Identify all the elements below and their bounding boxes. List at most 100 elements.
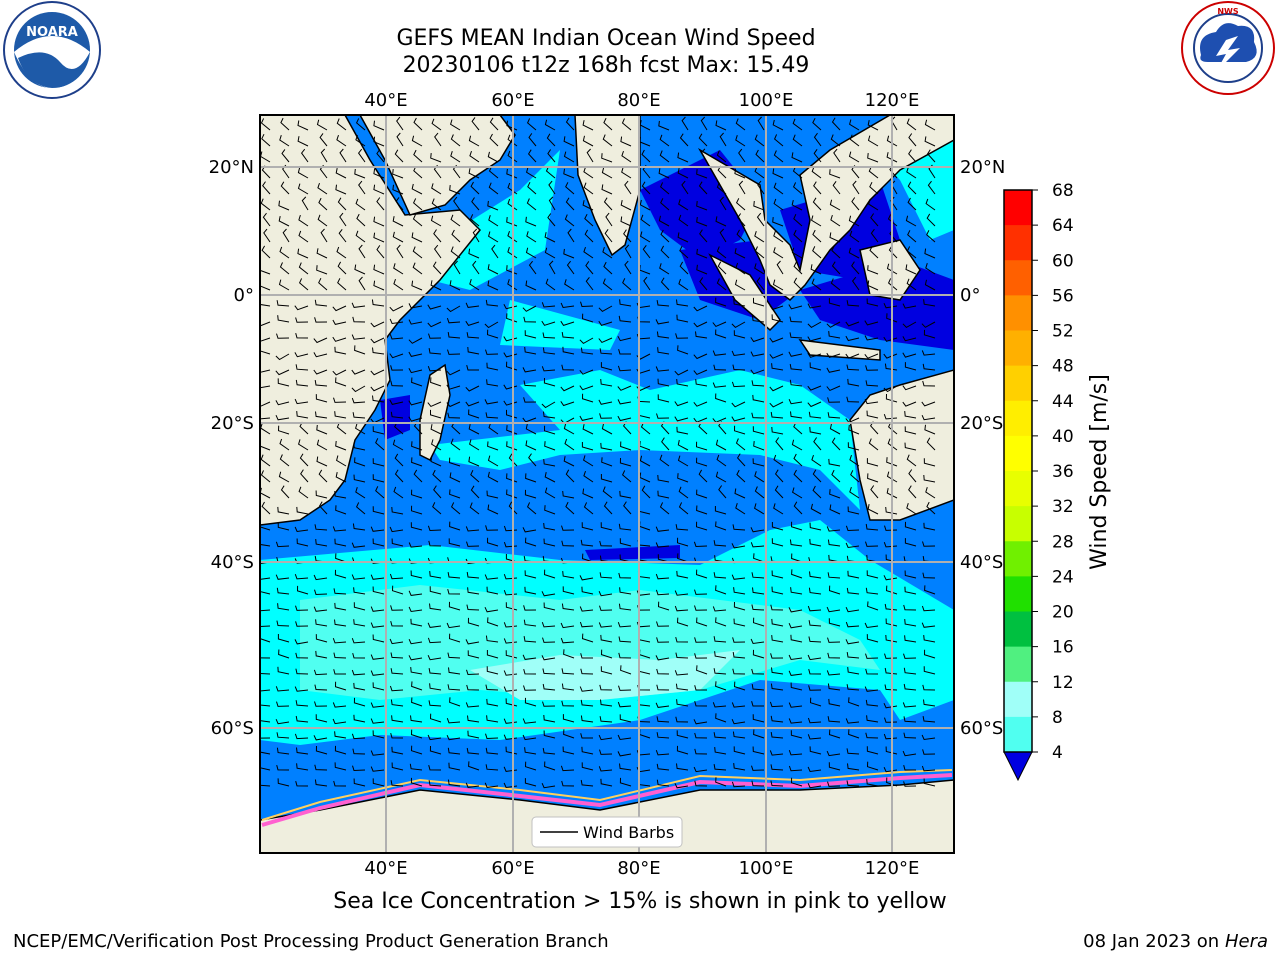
- wind-barb: [408, 319, 423, 325]
- wind-barb: [465, 302, 480, 308]
- wind-barb: [830, 278, 841, 291]
- wind-barb: [883, 385, 898, 393]
- wind-barb: [560, 320, 575, 326]
- colorbar-tick-label: 24: [1052, 567, 1074, 587]
- wind-barb: [826, 352, 841, 358]
- wind-barb: [829, 232, 841, 243]
- wind-barb: [658, 120, 670, 131]
- wind-barb: [622, 278, 632, 291]
- wind-barb: [468, 456, 480, 467]
- footer-credit: NCEP/EMC/Verification Post Processing Pr…: [13, 931, 609, 952]
- wind-barb: [884, 667, 898, 675]
- wind-barb: [712, 702, 727, 708]
- wind-barb: [867, 280, 879, 291]
- wind-barb: [450, 214, 461, 227]
- wind-barb: [335, 553, 347, 563]
- wind-barb: [487, 264, 499, 275]
- wind-barb: [565, 117, 575, 131]
- wind-barb: [600, 634, 613, 643]
- wind-barb: [700, 116, 708, 131]
- wind-barb: [389, 526, 404, 533]
- wind-barb: [808, 685, 822, 691]
- wind-barb: [411, 135, 423, 147]
- nws-logo-icon: NWS: [1181, 1, 1275, 95]
- wind-barb: [410, 489, 423, 499]
- wind-barb: [486, 650, 499, 659]
- wind-barb: [717, 261, 727, 275]
- wind-barb: [281, 149, 290, 163]
- wind-barb: [827, 397, 841, 403]
- wind-barb: [314, 524, 328, 531]
- wind-barb: [906, 503, 917, 515]
- wind-barb: [618, 636, 632, 643]
- wind-barb: [389, 399, 404, 405]
- wind-barb: [734, 488, 746, 499]
- wind-barb: [902, 401, 917, 407]
- wind-barb: [528, 260, 537, 275]
- wind-barb: [543, 602, 556, 611]
- wind-barb: [808, 668, 822, 675]
- wind-barb: [373, 168, 385, 179]
- wind-barb: [468, 168, 480, 179]
- wind-barb: [523, 619, 537, 627]
- wind-barb: [432, 469, 442, 483]
- wind-barb: [396, 244, 404, 259]
- wind-barb: [600, 522, 613, 531]
- chart-title-line2: 20230106 t12z 168h fcst Max: 15.49: [402, 53, 810, 78]
- wind-barb: [809, 538, 822, 547]
- wind-barb: [694, 748, 708, 755]
- wind-barb: [714, 747, 727, 755]
- wind-barb: [318, 197, 328, 211]
- wind-barb: [508, 501, 518, 515]
- wind-barb: [391, 506, 404, 515]
- wind-barb: [334, 731, 347, 739]
- wind-barb: [756, 277, 765, 291]
- wind-barb: [278, 279, 290, 291]
- colorbar-segment: [1004, 611, 1032, 648]
- wind-barb: [393, 278, 404, 291]
- colorbar-tick-label: 52: [1052, 322, 1074, 342]
- colorbar-segment: [1004, 260, 1032, 296]
- wind-barb: [544, 487, 556, 499]
- wind-barb: [372, 474, 385, 483]
- wind-barb: [484, 321, 499, 329]
- wind-barb: [430, 280, 442, 291]
- wind-barb: [467, 587, 480, 595]
- wind-barb: [771, 570, 784, 579]
- wind-barb: [886, 263, 898, 275]
- colorbar-extend: [1003, 751, 1033, 782]
- wind-barb: [447, 349, 461, 355]
- wind-barb: [355, 230, 366, 243]
- wind-barb: [524, 489, 537, 499]
- wind-barb: [776, 260, 784, 275]
- wind-barb: [718, 485, 727, 499]
- wind-barb: [526, 198, 537, 211]
- wind-barb: [603, 197, 613, 211]
- wind-barb: [864, 335, 879, 341]
- wind-barb: [924, 585, 936, 595]
- wind-barb: [446, 622, 461, 629]
- wind-barb: [677, 152, 689, 163]
- wind-barb: [617, 399, 632, 405]
- wind-barb: [600, 379, 613, 387]
- wind-barb: [696, 169, 708, 179]
- wind-barb: [315, 745, 328, 755]
- wind-barb: [903, 604, 917, 611]
- wind-barb: [353, 442, 366, 451]
- wind-barb: [579, 415, 594, 421]
- wind-barb: [408, 590, 423, 596]
- wind-barb: [639, 455, 651, 467]
- wind-barb: [351, 302, 366, 308]
- wind-barb: [448, 667, 461, 675]
- wind-barb: [884, 525, 898, 531]
- wind-barb: [661, 437, 670, 451]
- wind-barb: [735, 438, 746, 451]
- wind-barb: [337, 278, 347, 291]
- wind-barb: [679, 261, 689, 275]
- wind-barb: [902, 352, 917, 358]
- colorbar-segment: [1004, 471, 1032, 507]
- wind-barb: [791, 569, 803, 579]
- wind-barb: [734, 168, 746, 179]
- wind-barb: [466, 684, 480, 691]
- wind-barb: [790, 634, 803, 643]
